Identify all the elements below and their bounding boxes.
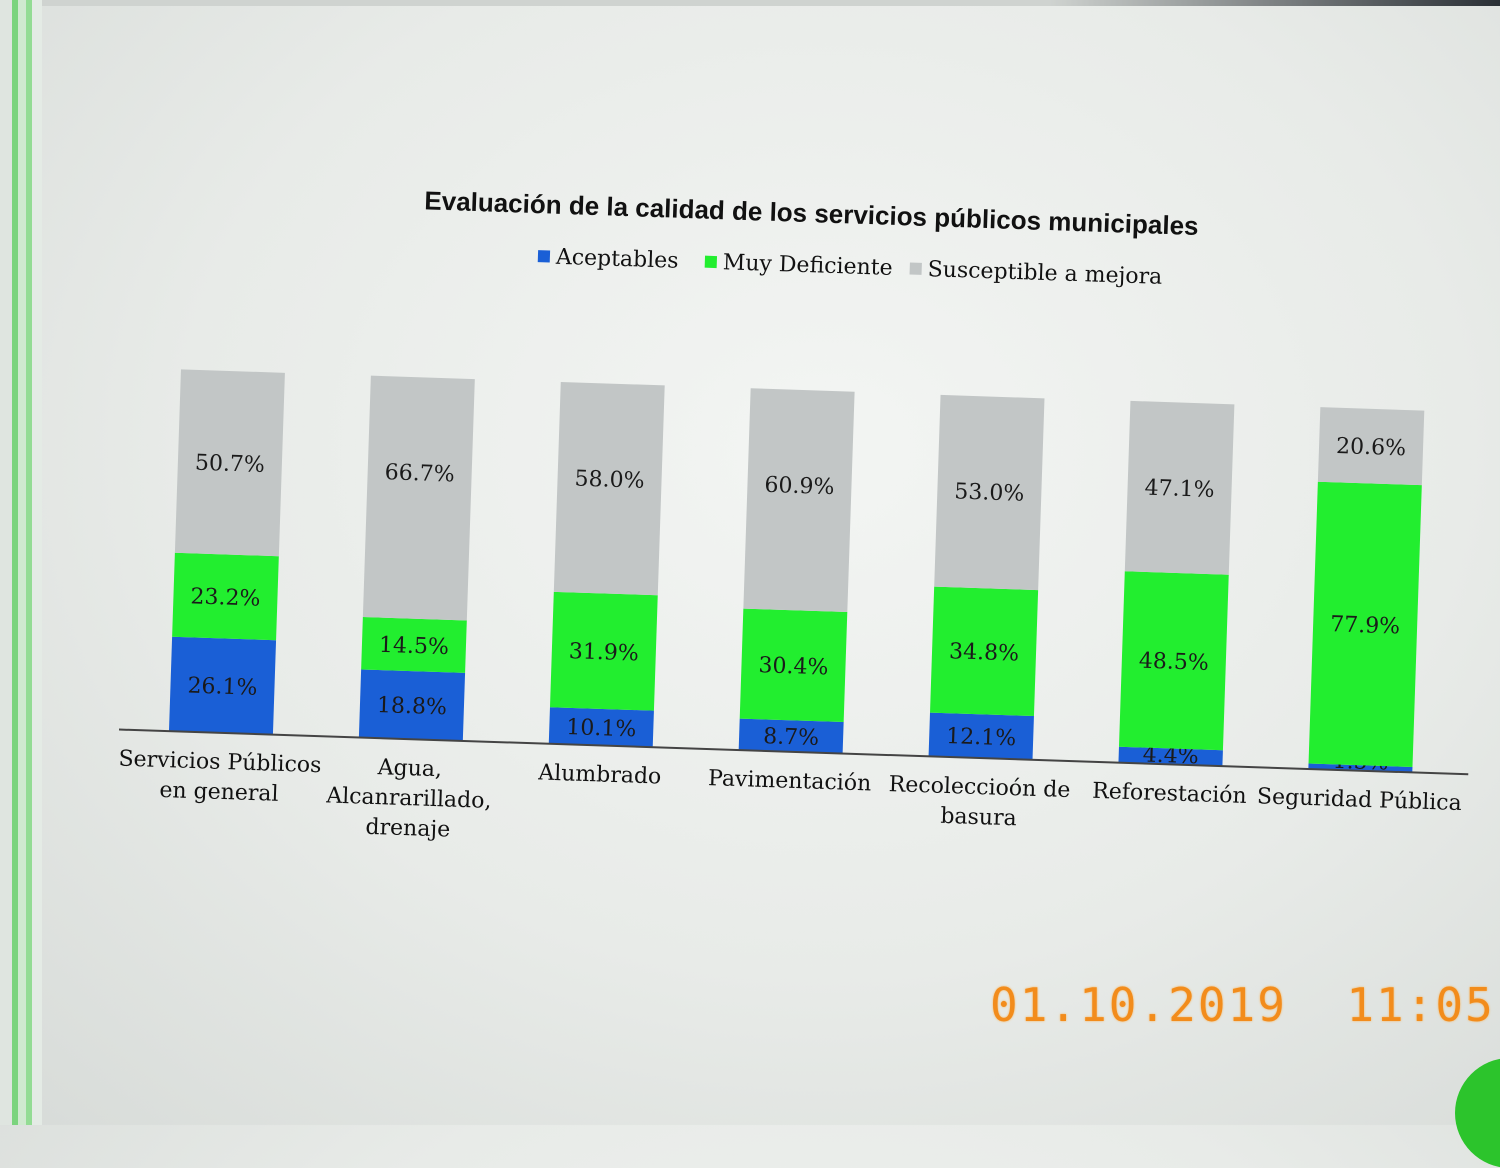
category-label-3: Pavimentación bbox=[708, 766, 872, 796]
bar-5-0 bbox=[1118, 746, 1223, 767]
bar-1-1 bbox=[361, 616, 467, 673]
data-label-1-1: 14.5% bbox=[379, 633, 450, 660]
camera-timestamp: 01.10.2019 11:05 bbox=[990, 978, 1495, 1032]
category-label-line: Agua, bbox=[376, 755, 442, 782]
category-label-line: Recolecciоón de bbox=[888, 772, 1070, 803]
category-label-line: Reforestación bbox=[1092, 779, 1247, 809]
data-label-0-0: 26.1% bbox=[187, 674, 258, 701]
bar-0-0 bbox=[168, 636, 277, 735]
data-label-6-2: 20.6% bbox=[1336, 434, 1407, 461]
legend-swatch-2 bbox=[909, 262, 922, 275]
data-label-3-0: 8.7% bbox=[763, 724, 820, 751]
legend-label-2: Susceptible a mejora bbox=[927, 257, 1162, 290]
x-axis-line bbox=[118, 728, 1469, 776]
legend-swatch-1 bbox=[704, 255, 718, 269]
data-label-5-1: 48.5% bbox=[1138, 649, 1209, 676]
data-label-3-2: 60.9% bbox=[764, 473, 835, 500]
bar-4-2 bbox=[934, 394, 1045, 591]
bar-1-2 bbox=[362, 375, 475, 621]
category-label-2: Alumbrado bbox=[537, 760, 662, 789]
bar-6-2 bbox=[1317, 407, 1425, 486]
bar-2-0 bbox=[548, 707, 654, 748]
bar-3-2 bbox=[743, 388, 855, 613]
slide-border-stripe bbox=[0, 0, 42, 1125]
data-label-1-2: 66.7% bbox=[384, 460, 455, 487]
category-label-4: Recolecciоón debasura bbox=[887, 772, 1070, 833]
category-label-line: en general bbox=[159, 778, 279, 807]
category-label-5: Reforestación bbox=[1092, 779, 1247, 809]
legend-label-1: Muy Deficiente bbox=[722, 250, 893, 281]
screen-edge-top bbox=[0, 0, 1500, 6]
bar-6-0 bbox=[1308, 763, 1413, 773]
category-label-line: basura bbox=[940, 804, 1017, 832]
legend-swatch-0 bbox=[537, 250, 551, 263]
category-label-line: Servicios Públicos bbox=[118, 747, 322, 779]
bar-4-1 bbox=[930, 586, 1039, 717]
bar-2-2 bbox=[553, 381, 665, 596]
chart-title: Evaluación de la calidad de los servicio… bbox=[424, 185, 1199, 241]
data-label-6-1: 77.9% bbox=[1330, 612, 1401, 639]
data-label-1-0: 18.8% bbox=[377, 693, 448, 720]
category-labels: Servicios Públicosen generalAgua,Alcanra… bbox=[117, 747, 1462, 843]
bar-0-1 bbox=[172, 552, 279, 641]
legend-label-0: Aceptables bbox=[554, 245, 678, 274]
bar-6-1 bbox=[1308, 481, 1422, 767]
data-label-0-2: 50.7% bbox=[195, 451, 266, 478]
category-label-line: Pavimentación bbox=[708, 766, 872, 796]
data-label-0-1: 23.2% bbox=[190, 584, 261, 611]
bar-2-1 bbox=[549, 591, 658, 711]
data-label-4-1: 34.8% bbox=[949, 639, 1020, 666]
category-label-line: Alumbrado bbox=[537, 760, 662, 789]
stacked-bar-chart: Evaluación de la calidad de los servicio… bbox=[117, 185, 1469, 843]
bar-5-2 bbox=[1124, 400, 1235, 575]
bar-1-0 bbox=[358, 669, 466, 741]
data-label-3-1: 30.4% bbox=[758, 653, 829, 680]
data-label-5-2: 47.1% bbox=[1144, 476, 1215, 503]
data-label-4-2: 53.0% bbox=[954, 479, 1025, 506]
data-label-2-1: 31.9% bbox=[568, 639, 639, 666]
bar-3-1 bbox=[739, 608, 848, 723]
category-label-line: Seguridad Pública bbox=[1257, 784, 1462, 816]
category-label-6: Seguridad Pública bbox=[1257, 784, 1462, 816]
data-label-2-0: 10.1% bbox=[566, 715, 637, 742]
bar-4-0 bbox=[928, 712, 1034, 760]
chart-group: Evaluación de la calidad de los servicio… bbox=[117, 185, 1469, 843]
bar-3-0 bbox=[738, 718, 844, 754]
category-label-line: Alcanrarillado, bbox=[325, 783, 492, 813]
bars: 26.1% 23.2% 50.7% 18.8% 14.5% 66.7% 10.1% 31.9%… bbox=[168, 369, 1425, 776]
bar-5-1 bbox=[1118, 571, 1229, 751]
bar-0-2 bbox=[174, 369, 285, 557]
category-label-1: Agua,Alcanrarillado,drenaje bbox=[324, 753, 493, 843]
category-label-0: Servicios Públicosen general bbox=[117, 747, 322, 809]
category-label-line: drenaje bbox=[365, 815, 451, 843]
data-label-4-0: 12.1% bbox=[946, 724, 1017, 751]
data-label-2-2: 58.0% bbox=[574, 466, 645, 493]
legend: Aceptables Muy Deficiente Susceptible a me… bbox=[537, 245, 1163, 290]
